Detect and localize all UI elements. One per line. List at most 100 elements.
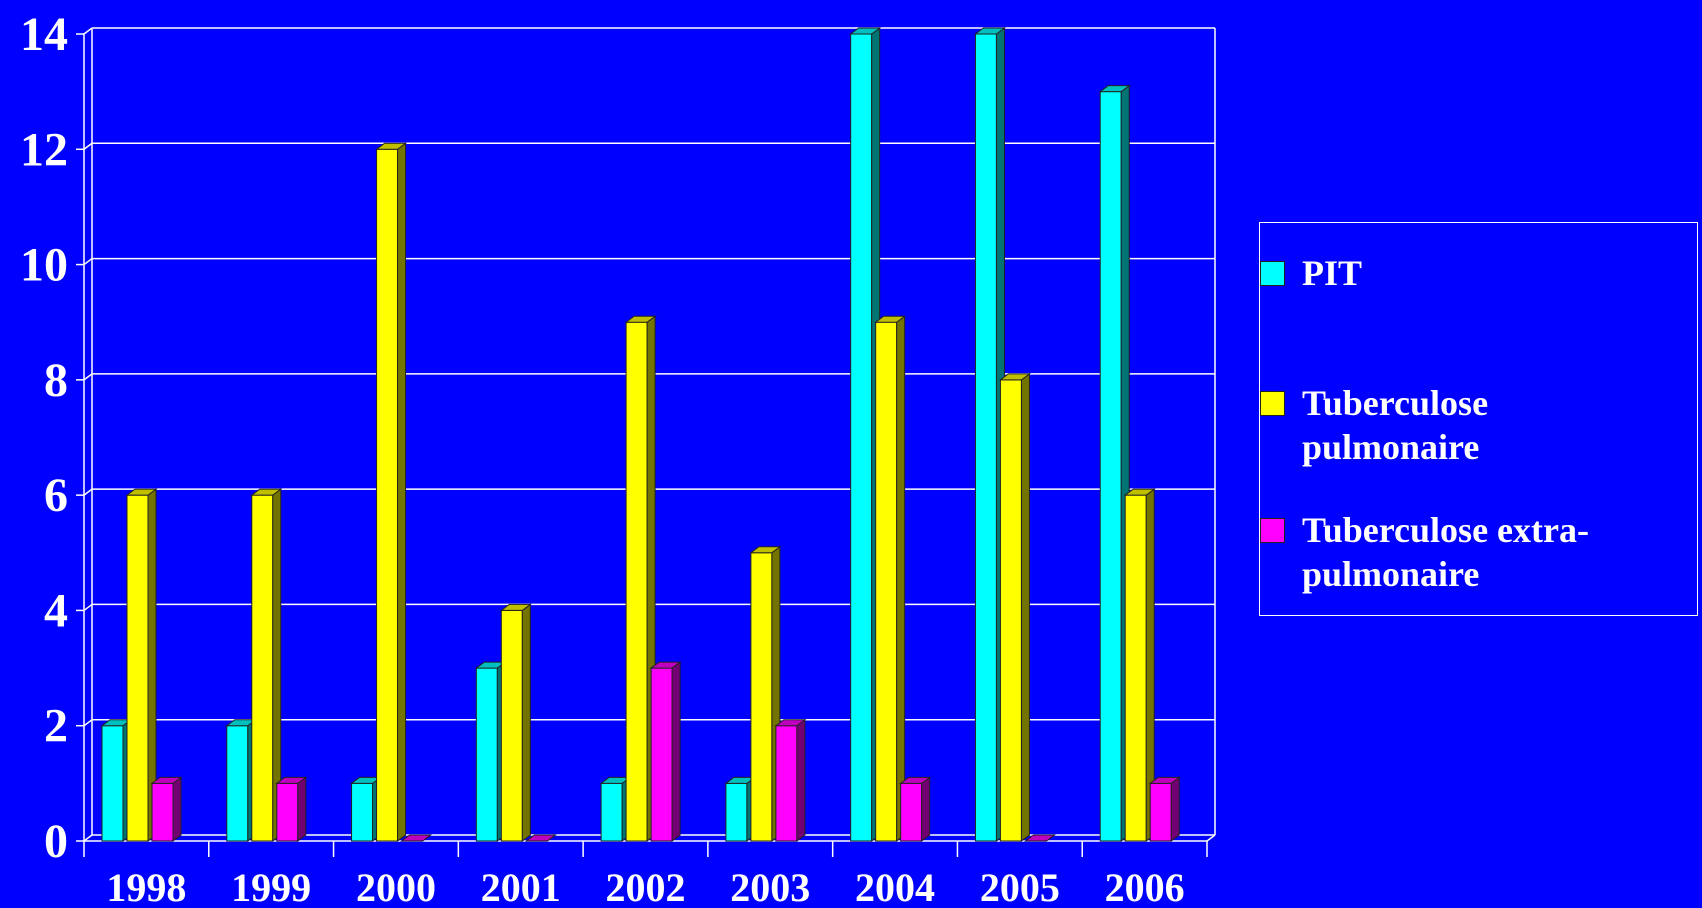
bar-top bbox=[499, 603, 532, 611]
legend-swatch-tuberculose-extra-pulmonaire bbox=[1260, 518, 1285, 543]
bars bbox=[100, 27, 1181, 842]
y-tick-label: 2 bbox=[44, 700, 68, 753]
bar-side bbox=[1020, 372, 1030, 842]
bar-front bbox=[1099, 91, 1122, 842]
legend: PIT Tuberculose pulmonaire Tuberculose e… bbox=[1259, 222, 1698, 616]
bar-top bbox=[1023, 834, 1056, 842]
gridline-side bbox=[83, 257, 93, 266]
bar bbox=[1148, 776, 1181, 842]
bar-side bbox=[896, 315, 906, 842]
bar bbox=[275, 776, 308, 842]
bar-top bbox=[849, 27, 882, 35]
x-tick-label: 1999 bbox=[231, 865, 311, 908]
bar-front bbox=[974, 33, 997, 842]
y-tick-label: 10 bbox=[20, 239, 68, 292]
x-tick-label: 1998 bbox=[106, 865, 186, 908]
bar-front bbox=[101, 725, 124, 842]
bar-front bbox=[625, 321, 648, 842]
bar-side bbox=[521, 603, 531, 842]
bar bbox=[125, 488, 158, 842]
y-tick-labels: 0 2 4 6 8 10 12 14 bbox=[20, 8, 68, 868]
bar-front bbox=[775, 725, 798, 842]
bar-top bbox=[275, 776, 308, 784]
bar-front bbox=[999, 379, 1022, 842]
bar-top bbox=[1148, 776, 1181, 784]
bar-side bbox=[397, 142, 407, 842]
legend-swatch-pit bbox=[1260, 261, 1285, 286]
bar-front bbox=[650, 667, 673, 842]
bar-front bbox=[1149, 782, 1172, 842]
bar-top bbox=[973, 27, 1006, 35]
y-tick-label: 12 bbox=[20, 123, 68, 176]
gridline-side bbox=[83, 373, 93, 381]
bar-top bbox=[250, 488, 283, 496]
bar-top bbox=[1123, 488, 1156, 496]
legend-label: Tuberculose pulmonaire bbox=[1302, 383, 1489, 467]
x-tick-label: 2002 bbox=[606, 865, 686, 908]
bar-top bbox=[899, 776, 932, 784]
bar-front bbox=[126, 494, 149, 842]
legend-item-tuberculose-extra-pulmonaire: Tuberculose extra-pulmonaire bbox=[1260, 508, 1652, 596]
x-tick-label: 2000 bbox=[356, 865, 436, 908]
bar-front bbox=[725, 782, 748, 842]
legend-item-tuberculose-pulmonaire: Tuberculose pulmonaire bbox=[1260, 381, 1652, 469]
y-tick-label: 4 bbox=[44, 584, 68, 637]
bar bbox=[998, 372, 1031, 842]
x-tick-labels: 1998 1999 2000 2001 2002 2003 2004 2005 2006 bbox=[106, 865, 1184, 908]
bar bbox=[899, 776, 932, 842]
x-tick-label: 2005 bbox=[980, 865, 1060, 908]
bar-front bbox=[850, 33, 873, 842]
y-tick-label: 0 bbox=[44, 815, 68, 868]
bar-top bbox=[624, 315, 657, 323]
bar-top bbox=[774, 719, 807, 727]
bar-front bbox=[151, 782, 174, 842]
y-tick-label: 6 bbox=[44, 469, 68, 522]
gridline-side bbox=[83, 719, 93, 727]
y-tick-label: 14 bbox=[20, 8, 68, 61]
x-tick-label: 2003 bbox=[730, 865, 810, 908]
bar-top bbox=[749, 546, 782, 554]
gridline-side bbox=[83, 834, 93, 842]
bar-side bbox=[1170, 776, 1180, 842]
gridline-side bbox=[83, 142, 93, 150]
bar-front bbox=[276, 782, 299, 842]
bar bbox=[774, 718, 807, 842]
bar-top bbox=[524, 834, 557, 842]
bar-front bbox=[226, 725, 249, 842]
bar bbox=[874, 315, 907, 842]
bar-side bbox=[921, 776, 931, 842]
bar bbox=[400, 834, 433, 842]
bar bbox=[375, 142, 408, 842]
legend-item-pit: PIT bbox=[1260, 251, 1652, 295]
bar-front bbox=[600, 782, 623, 842]
x-tick-label: 2001 bbox=[481, 865, 561, 908]
bar bbox=[1123, 488, 1156, 842]
bar bbox=[649, 661, 682, 842]
bar-front bbox=[351, 782, 374, 842]
gridline-side bbox=[83, 488, 93, 496]
bar bbox=[499, 603, 532, 842]
bar-top bbox=[649, 661, 682, 669]
bar-front bbox=[251, 494, 274, 842]
bar bbox=[250, 488, 283, 842]
bar-front bbox=[900, 782, 923, 842]
y-tick-label: 8 bbox=[44, 354, 68, 407]
bar bbox=[1023, 834, 1056, 842]
bar-side bbox=[796, 718, 806, 842]
bar-front bbox=[376, 148, 399, 842]
gridline-side bbox=[83, 603, 93, 612]
bar-front bbox=[750, 552, 773, 842]
bar-top bbox=[400, 834, 433, 842]
legend-swatch-tuberculose-pulmonaire bbox=[1260, 391, 1285, 416]
bar-top bbox=[874, 315, 907, 323]
bar-top bbox=[125, 488, 158, 496]
legend-label: Tuberculose extra-pulmonaire bbox=[1302, 510, 1589, 594]
legend-label: PIT bbox=[1302, 253, 1363, 293]
bar-side bbox=[297, 776, 307, 842]
bar bbox=[524, 834, 557, 842]
bar-top bbox=[150, 776, 183, 784]
x-tick-label: 2006 bbox=[1105, 865, 1185, 908]
bar-front bbox=[1124, 494, 1147, 842]
bar bbox=[150, 776, 183, 842]
